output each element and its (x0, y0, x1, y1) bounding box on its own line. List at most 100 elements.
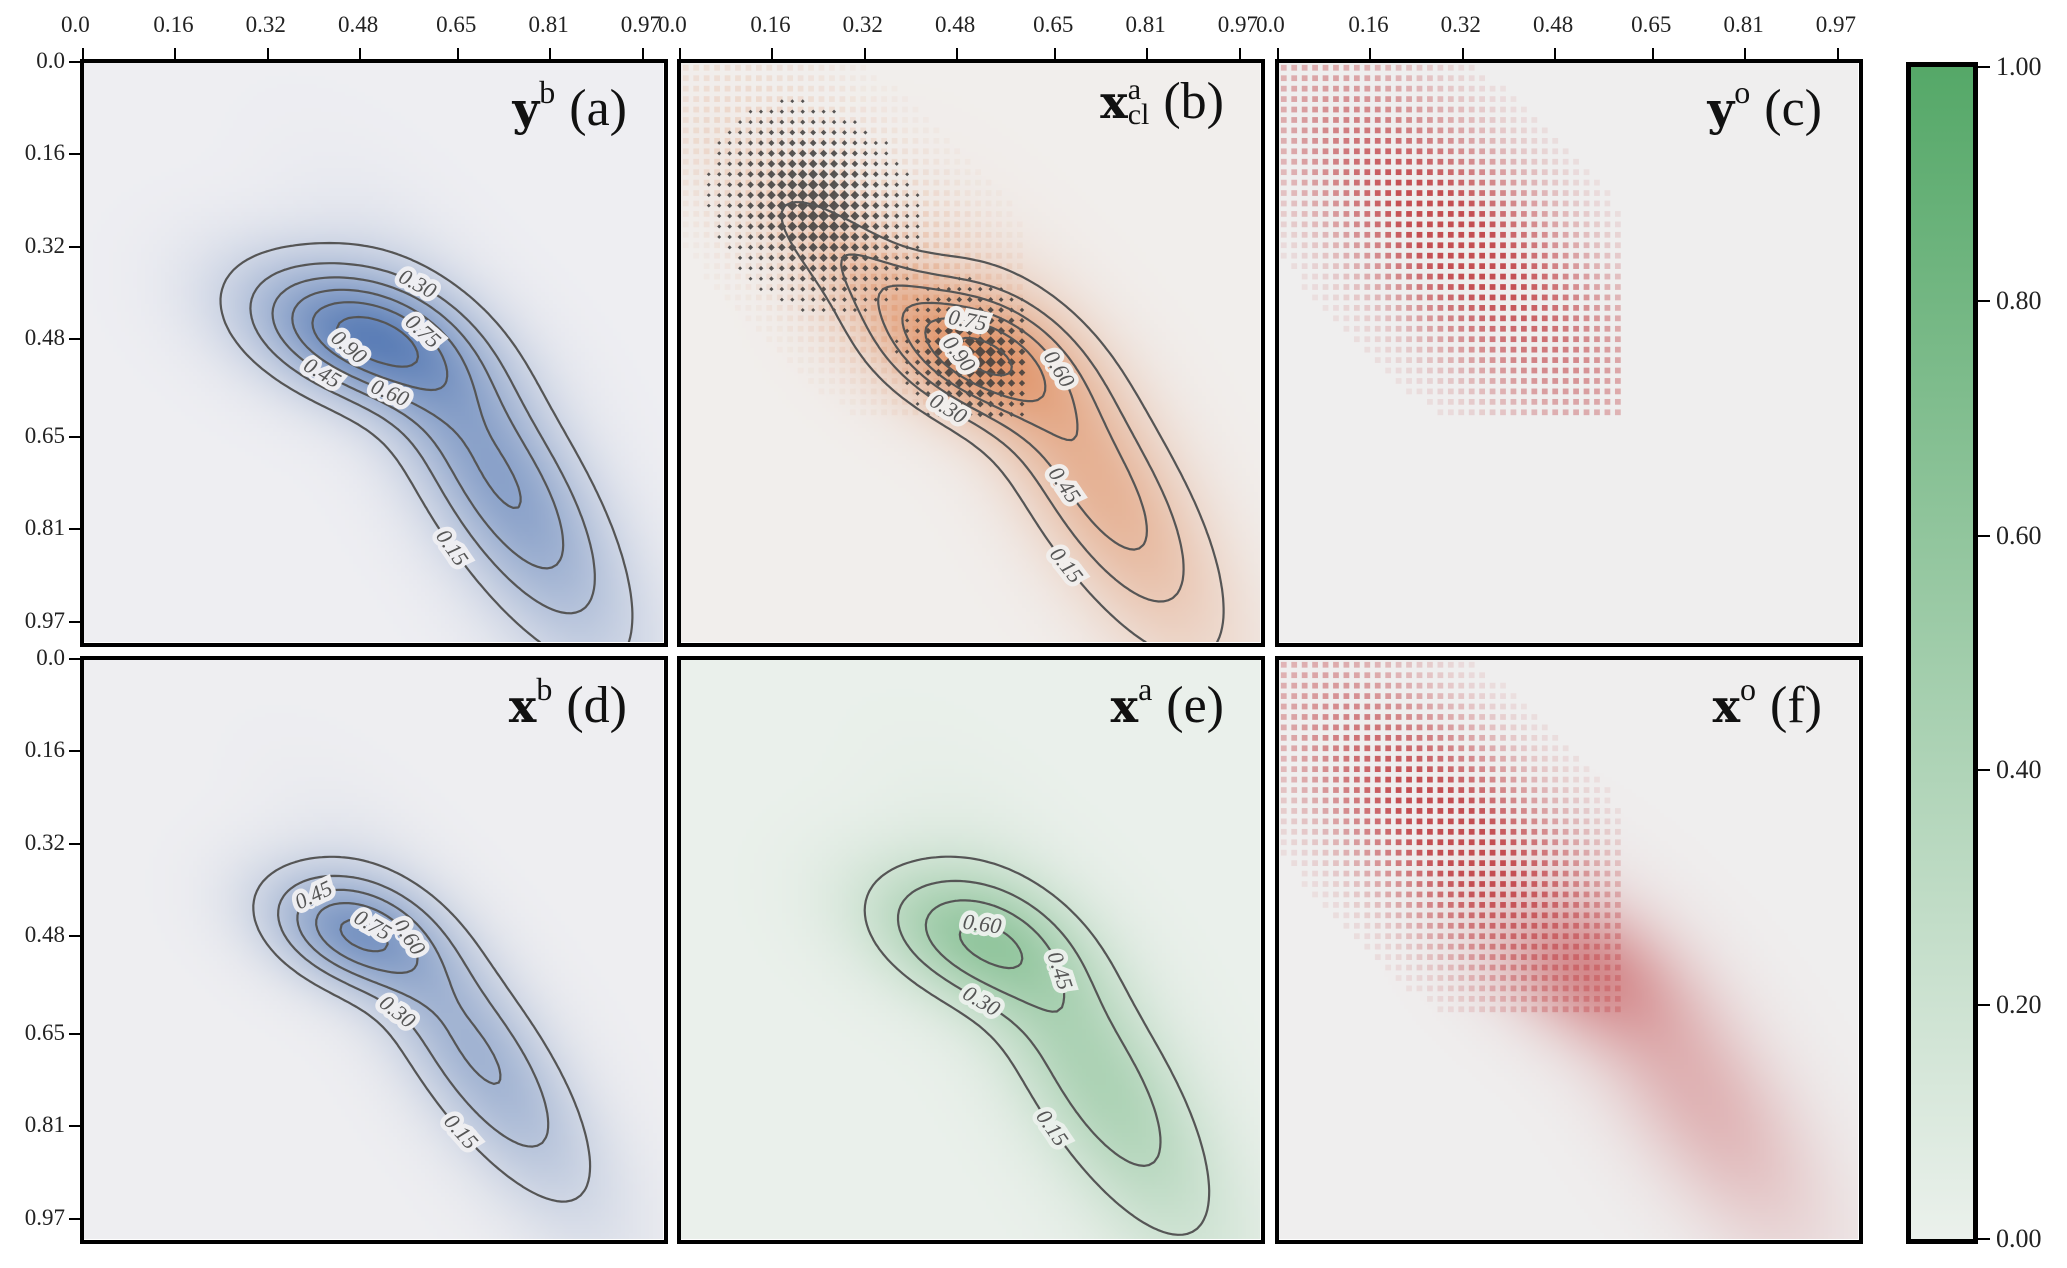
observation-pixel (1468, 849, 1475, 856)
observation-pixel (1447, 273, 1454, 280)
observation-pixel (776, 127, 783, 134)
observation-pixel (975, 315, 981, 322)
observation-pixel (1406, 839, 1412, 846)
observation-pixel (1521, 325, 1527, 332)
observation-pixel (1406, 305, 1412, 311)
panel-title-symbol: x (1712, 679, 1741, 733)
observation-pixel (1489, 305, 1496, 311)
observation-pixel (1562, 200, 1569, 207)
observation-pixel (881, 200, 888, 207)
observation-pixel (1395, 954, 1402, 960)
observation-pixel (755, 231, 762, 238)
observation-pixel (1437, 336, 1444, 343)
observation-pixel (1604, 860, 1611, 867)
observation-pixel (1416, 263, 1423, 270)
observation-pixel (985, 200, 992, 207)
observation-pixel (1312, 211, 1318, 217)
observation-pixel (1353, 672, 1360, 679)
observation-pixel (1427, 336, 1433, 343)
observation-pixel (1489, 943, 1496, 950)
observation-pixel (870, 190, 877, 196)
observation-pixel (1531, 231, 1538, 238)
observation-pixel (1468, 661, 1475, 668)
observation-marker (851, 264, 859, 272)
observation-pixel (1385, 745, 1392, 752)
observation-pixel (1479, 881, 1486, 887)
observation-pixel (1395, 933, 1402, 940)
observation-pixel (923, 409, 929, 416)
observation-pixel (1343, 106, 1350, 113)
observation-pixel (1468, 367, 1475, 374)
observation-pixel (1427, 703, 1433, 710)
observation-pixel (1280, 714, 1287, 720)
observation-pixel (1427, 745, 1433, 752)
observation-pixel (829, 148, 835, 155)
observation-pixel (1541, 179, 1548, 186)
observation-pixel (849, 148, 856, 155)
observation-pixel (902, 106, 908, 113)
observation-pixel (1458, 912, 1465, 919)
observation-pixel (1437, 839, 1444, 846)
observation-pixel (1521, 755, 1527, 762)
panel-title-f: xo (f) (1713, 673, 1822, 732)
observation-pixel (1552, 242, 1559, 249)
observation-pixel (1333, 252, 1339, 259)
observation-pixel (1541, 891, 1548, 898)
observation-pixel (1500, 346, 1506, 353)
observation-pixel (1614, 818, 1621, 825)
observation-pixel (1531, 357, 1538, 363)
observation-pixel (1291, 808, 1298, 814)
observation-pixel (1291, 839, 1298, 846)
observation-pixel (1594, 985, 1600, 992)
observation-pixel (724, 148, 731, 155)
observation-pixel (1531, 745, 1538, 752)
observation-pixel (902, 179, 908, 186)
observation-pixel (1489, 797, 1496, 804)
observation-pixel (1583, 975, 1590, 981)
observation-pixel (1406, 755, 1412, 762)
observation-pixel (745, 294, 752, 301)
observation-pixel (1406, 954, 1412, 960)
observation-pixel (1427, 190, 1433, 196)
observation-pixel (1479, 346, 1486, 353)
observation-pixel (1468, 127, 1475, 134)
observation-pixel (1353, 137, 1360, 144)
observation-pixel (1500, 1006, 1506, 1013)
observation-pixel (1541, 284, 1548, 290)
observation-pixel (1479, 922, 1486, 929)
observation-pixel (1016, 409, 1023, 416)
observation-pixel (703, 127, 710, 134)
observation-pixel (1562, 179, 1569, 186)
observation-pixel (902, 96, 908, 102)
observation-pixel (1510, 200, 1517, 207)
observation-pixel (1489, 367, 1496, 374)
observation-pixel (1489, 975, 1496, 981)
observation-pixel (1427, 693, 1433, 699)
observation-pixel (1006, 388, 1013, 395)
observation-pixel (693, 137, 700, 144)
observation-pixel (1437, 860, 1444, 867)
observation-marker (717, 213, 722, 219)
observation-marker (819, 159, 828, 169)
observation-pixel (1427, 315, 1433, 322)
y-tick (69, 935, 81, 937)
observation-pixel (1614, 954, 1621, 960)
observation-pixel (1343, 891, 1350, 898)
observation-pixel (1395, 106, 1402, 113)
contour-label: 0.45 (300, 352, 346, 393)
observation-pixel (1510, 881, 1517, 887)
observation-pixel (1604, 231, 1611, 238)
observation-pixel (1322, 200, 1329, 207)
observation-pixel (1479, 870, 1486, 877)
observation-pixel (797, 75, 804, 82)
observation-pixel (1573, 985, 1579, 992)
observation-pixel (797, 305, 804, 311)
observation-pixel (943, 284, 950, 290)
observation-pixel (808, 252, 814, 259)
observation-pixel (1531, 336, 1538, 343)
observation-pixel (1333, 724, 1339, 731)
observation-marker (842, 130, 847, 135)
observation-pixel (1437, 325, 1444, 332)
observation-pixel (1291, 724, 1298, 731)
observation-pixel (1458, 137, 1465, 144)
